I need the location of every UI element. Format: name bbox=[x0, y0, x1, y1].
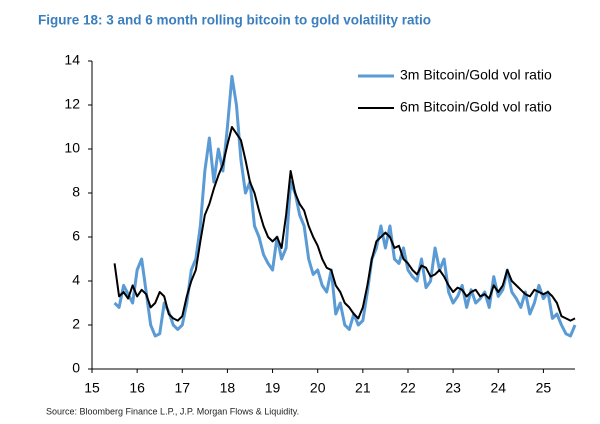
y-tick-label: 8 bbox=[72, 184, 80, 200]
y-tick-label: 12 bbox=[64, 96, 80, 112]
x-tick-label: 21 bbox=[355, 380, 371, 396]
x-tick-label: 23 bbox=[445, 380, 461, 396]
legend-label: 6m Bitcoin/Gold vol ratio bbox=[400, 99, 552, 115]
data-line bbox=[113, 126, 576, 322]
x-tick-label: 15 bbox=[84, 380, 100, 396]
x-tick-label: 22 bbox=[400, 380, 416, 396]
y-tick-label: 0 bbox=[72, 360, 80, 376]
x-tick-label: 25 bbox=[536, 380, 552, 396]
y-tick-label: 2 bbox=[72, 316, 80, 332]
legend-label: 3m Bitcoin/Gold vol ratio bbox=[400, 67, 552, 83]
y-tick-label: 10 bbox=[64, 140, 80, 156]
x-tick-label: 24 bbox=[490, 380, 506, 396]
data-line bbox=[113, 74, 577, 338]
x-tick-label: 20 bbox=[310, 380, 326, 396]
x-tick-label: 17 bbox=[174, 380, 190, 396]
y-tick-label: 14 bbox=[64, 52, 80, 68]
chart-title: Figure 18: 3 and 6 month rolling bitcoin… bbox=[38, 13, 431, 28]
x-tick-label: 16 bbox=[129, 380, 145, 396]
y-tick-label: 6 bbox=[72, 228, 80, 244]
source-note: Source: Bloomberg Finance L.P., J.P. Mor… bbox=[46, 406, 299, 416]
x-tick-label: 19 bbox=[265, 380, 281, 396]
x-tick-label: 18 bbox=[220, 380, 236, 396]
y-tick-label: 4 bbox=[72, 272, 80, 288]
